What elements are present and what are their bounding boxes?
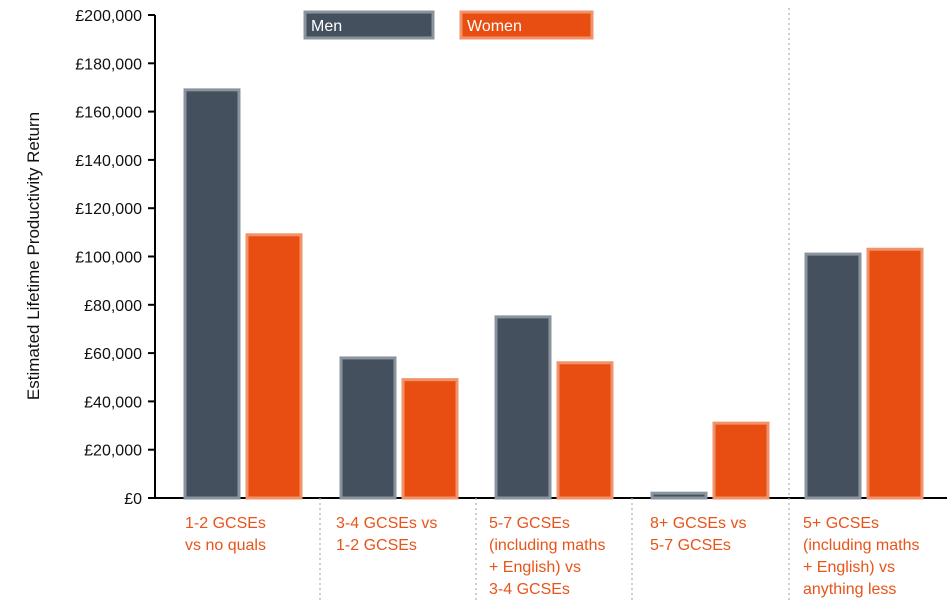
legend-swatch-men <box>303 10 435 40</box>
bar-men-1 <box>183 88 241 500</box>
x-tick-label-line: 5-7 GCSEs <box>489 515 570 532</box>
bar-women-2 <box>401 378 459 500</box>
x-tick-label-line: 5+ GCSEs <box>803 515 879 532</box>
x-tick-label: 8+ GCSEs vs 5-7 GCSEs <box>650 515 746 554</box>
category-separators <box>319 8 790 601</box>
y-tick-label: £60,000 <box>84 346 142 363</box>
x-tick-label-line: 3-4 GCSEs <box>489 581 570 598</box>
bar-men-2 <box>339 356 397 500</box>
x-tick-label-line: anything less <box>803 581 896 598</box>
y-tick-label: £80,000 <box>84 298 142 315</box>
legend-label-men: Men <box>311 18 342 35</box>
x-tick-label: 1-2 GCSEs vs no quals <box>185 515 266 554</box>
x-tick-label-line: + English) vs <box>489 559 581 576</box>
legend: Men Women <box>303 10 594 40</box>
y-tick-label: £160,000 <box>75 105 142 122</box>
y-tick-label: £100,000 <box>75 250 142 267</box>
bar-women-3 <box>556 361 614 500</box>
bar-women-5 <box>866 247 924 500</box>
x-tick-label: 5-7 GCSEs (including maths + English) vs 3-… <box>489 515 606 598</box>
x-tick-label-line: (including maths <box>803 537 920 554</box>
bar-women-1 <box>245 233 303 500</box>
y-tick-label: £180,000 <box>75 56 142 73</box>
y-tick-label: £200,000 <box>75 8 142 25</box>
bar-men-3 <box>494 315 552 500</box>
y-tick-label: £140,000 <box>75 153 142 170</box>
x-tick-label: 5+ GCSEs (including maths + English) vs any… <box>803 515 920 598</box>
x-tick-label-line: 3-4 GCSEs vs <box>336 515 437 532</box>
bar-women-4 <box>712 421 770 500</box>
x-tick-label-line: 1-2 GCSEs <box>336 537 417 554</box>
x-tick-label-line: 5-7 GCSEs <box>650 537 731 554</box>
y-tick-label: £0 <box>124 491 142 508</box>
y-tick-label: £20,000 <box>84 443 142 460</box>
bars <box>183 88 924 500</box>
x-tick-label-line: 8+ GCSEs vs <box>650 515 746 532</box>
y-axis: £0 £20,000 £40,000 £60,000 £80,000 £100,000 £1… <box>75 8 947 508</box>
y-tick-label: £40,000 <box>84 394 142 411</box>
x-tick-label: 3-4 GCSEs vs 1-2 GCSEs <box>336 515 437 554</box>
bar-men-5 <box>804 252 862 500</box>
bar-men-4 <box>650 491 708 500</box>
category-labels: 1-2 GCSEs vs no quals 3-4 GCSEs vs 1-2 GCSE… <box>185 515 920 598</box>
legend-swatch-women <box>459 10 594 40</box>
y-axis-title-group: Estimated Lifetime Productivity Return <box>24 112 43 400</box>
y-tick-label: £120,000 <box>75 201 142 218</box>
x-tick-label-line: + English) vs <box>803 559 895 576</box>
x-tick-label-line: (including maths <box>489 537 606 554</box>
x-tick-label-line: vs no quals <box>185 537 266 554</box>
y-axis-title: Estimated Lifetime Productivity Return <box>24 112 43 400</box>
x-tick-label-line: 1-2 GCSEs <box>185 515 266 532</box>
legend-label-women: Women <box>467 18 522 35</box>
